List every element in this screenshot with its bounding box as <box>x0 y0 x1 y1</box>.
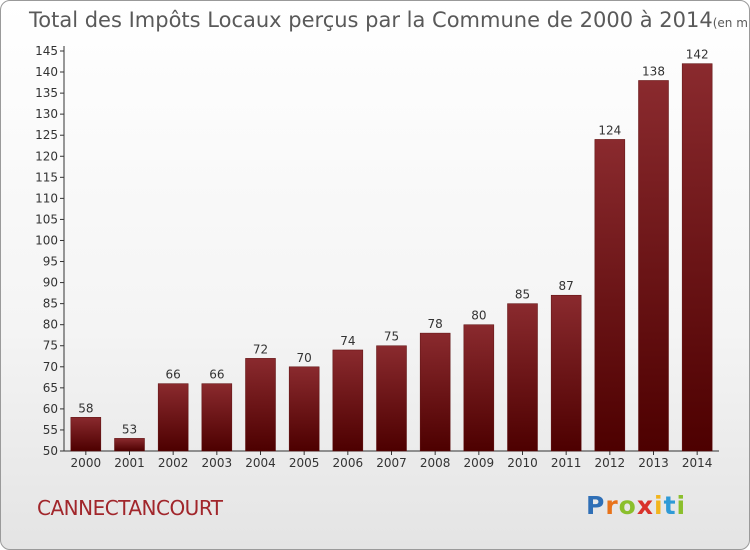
logo-letter: P <box>586 491 606 520</box>
bar <box>245 358 276 452</box>
y-tick-label: 105 <box>35 212 58 226</box>
y-tick-label: 95 <box>43 255 58 269</box>
bar-value-label: 66 <box>209 368 224 382</box>
y-tick-label: 90 <box>43 276 58 290</box>
proxiti-logo: Proxiti <box>586 491 686 520</box>
bar <box>681 63 713 452</box>
bar <box>594 139 626 452</box>
logo-letter: i <box>676 491 687 520</box>
logo-letter: o <box>618 491 637 520</box>
x-tick-label: 2014 <box>682 456 713 470</box>
y-tick-label: 70 <box>43 360 58 374</box>
x-tick-label: 2003 <box>202 456 233 470</box>
bar <box>114 438 145 452</box>
y-tick-label: 60 <box>43 402 58 416</box>
bar-value-label: 78 <box>428 317 443 331</box>
y-tick-label: 85 <box>43 297 58 311</box>
y-tick-label: 125 <box>35 128 58 142</box>
x-tick-label: 2013 <box>638 456 669 470</box>
bar-value-label: 72 <box>253 342 268 356</box>
x-tick-label: 2009 <box>464 456 495 470</box>
bar-value-label: 85 <box>515 288 530 302</box>
x-tick-label: 2006 <box>333 456 364 470</box>
bar-value-label: 124 <box>598 123 621 137</box>
x-tick-label: 2010 <box>507 456 538 470</box>
bar <box>507 303 538 452</box>
bar-value-label: 80 <box>471 309 486 323</box>
bar <box>70 417 102 452</box>
y-tick-label: 65 <box>43 381 58 395</box>
x-tick-label: 2000 <box>71 456 102 470</box>
bar-value-label: 66 <box>166 368 181 382</box>
logo-letter: x <box>636 491 654 520</box>
y-tick-label: 115 <box>35 170 58 184</box>
y-tick-label: 120 <box>35 149 58 163</box>
bar <box>157 383 189 452</box>
bar-value-label: 142 <box>686 48 709 62</box>
logo-letter: r <box>605 491 619 520</box>
x-tick-label: 2005 <box>289 456 320 470</box>
chart-title: Total des Impôts Locaux perçus par la Co… <box>29 8 713 32</box>
bar <box>376 345 407 452</box>
bar <box>419 332 451 452</box>
bar-value-label: 87 <box>559 279 574 293</box>
y-tick-label: 140 <box>35 65 58 79</box>
commune-name: CANNECTANCOURT <box>37 496 223 520</box>
logo-letter: i <box>654 491 664 520</box>
bar-value-label: 75 <box>384 330 399 344</box>
chart-title-row: Total des Impôts Locaux perçus par la Co… <box>29 8 750 32</box>
bar <box>463 324 495 452</box>
y-tick-label: 80 <box>43 318 58 332</box>
bar-value-label: 138 <box>642 64 665 78</box>
x-tick-label: 2007 <box>376 456 407 470</box>
y-tick-label: 55 <box>43 423 58 437</box>
bar-value-label: 58 <box>78 401 93 415</box>
y-tick-label: 130 <box>35 107 58 121</box>
x-tick-label: 2004 <box>245 456 276 470</box>
bar <box>638 80 669 452</box>
x-tick-label: 2008 <box>420 456 451 470</box>
x-tick-label: 2011 <box>551 456 582 470</box>
y-tick-label: 145 <box>35 44 58 58</box>
y-tick-label: 135 <box>35 86 58 100</box>
bar <box>332 349 364 452</box>
bars <box>70 63 713 452</box>
y-tick-label: 75 <box>43 339 58 353</box>
y-axis: 50 55 60 65 70 75 80 85 90 95 100 105 110 115 120 125 13… <box>35 44 65 458</box>
bar-value-label: 74 <box>340 334 355 348</box>
chart-unit-label: (en milliers d'€) <box>712 16 750 30</box>
bar-value-label: 53 <box>122 422 137 436</box>
x-tick-label: 2002 <box>158 456 189 470</box>
x-tick-label: 2012 <box>595 456 626 470</box>
logo-letter: t <box>663 491 677 520</box>
y-tick-label: 50 <box>43 444 58 458</box>
x-axis: 2000 2001 2002 2003 2004 2005 2006 2007 2008 2009… <box>64 450 719 470</box>
y-tick-label: 110 <box>35 191 58 205</box>
bar <box>201 383 233 452</box>
x-tick-label: 2001 <box>114 456 145 470</box>
data-labels: 58 53 66 66 72 70 74 75 78 80 85 87 124 138 142 <box>78 48 708 437</box>
bar <box>550 294 582 452</box>
y-tick-label: 100 <box>35 233 58 247</box>
bar <box>288 366 320 452</box>
bar-value-label: 70 <box>297 351 312 365</box>
